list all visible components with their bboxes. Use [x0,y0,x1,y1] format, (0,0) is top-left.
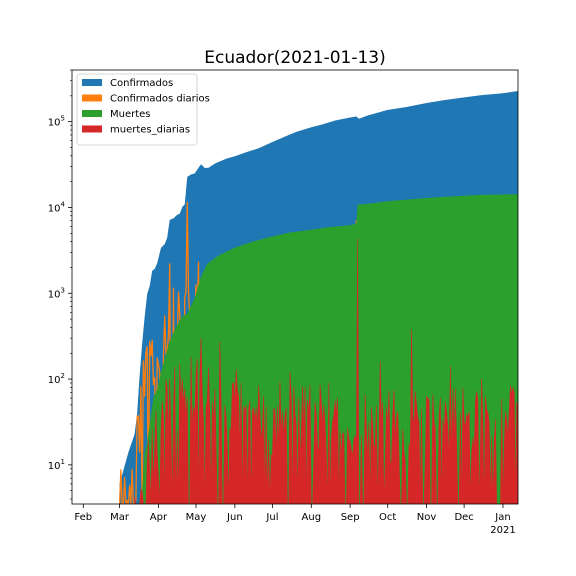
chart-title: Ecuador(2021-01-13) [204,48,386,68]
x-tick-label-mar: Mar [110,512,130,523]
series-muertes-diarias-bars [134,238,518,504]
series-muertes-area [134,194,518,504]
x-tick-label-jul: Jul [265,512,278,523]
x-tick-label-nov: Nov [417,512,437,523]
legend-label-muertes: Muertes [110,109,151,120]
x-axis: Feb Mar Apr May Jun Jul Aug Sep Oct Nov Dec Jan 2021 [74,504,516,536]
x-tick-label-jun: Jun [226,512,243,523]
x-tick-label-feb: Feb [74,512,92,523]
legend-box [76,73,198,146]
x-tick-label-jan: Jan [494,512,510,523]
x-tick-label-aug: Aug [302,512,322,523]
muertes-diarias-area-fill [134,238,518,504]
plot-frame [71,69,519,505]
y-axis: 101 102 103 104 105 [48,69,72,500]
legend-swatch-muertes-diarias [82,125,102,133]
legend-label-confirmados-diarios: Confirmados diarios [110,94,210,105]
legend-label-confirmados: Confirmados [110,78,173,89]
y-tick-label-1e4: 104 [48,200,66,214]
legend-swatch-confirmados-diarios [82,94,102,102]
legend-swatch-confirmados [82,79,102,86]
legend-label-muertes-diarias: muertes_diarias [110,125,190,136]
legend-swatch-muertes [82,110,102,117]
y-tick-label-1e1: 101 [48,458,65,472]
x-tick-label-dec: Dec [454,512,473,523]
muertes-area-fill [134,194,518,504]
x-tick-label-apr: Apr [150,512,168,523]
y-tick-label-1e2: 102 [48,372,65,386]
x-tick-sublabel-year: 2021 [490,525,515,536]
x-tick-label-oct: Oct [379,512,396,523]
x-tick-label-may: May [186,512,207,523]
y-tick-label-1e3: 103 [48,286,65,300]
x-tick-label-sep: Sep [341,512,360,523]
legend: Confirmados Confirmados diarios Muertes mue… [76,73,210,146]
plot-area [118,90,518,504]
y-tick-label-1e5: 105 [48,115,65,129]
